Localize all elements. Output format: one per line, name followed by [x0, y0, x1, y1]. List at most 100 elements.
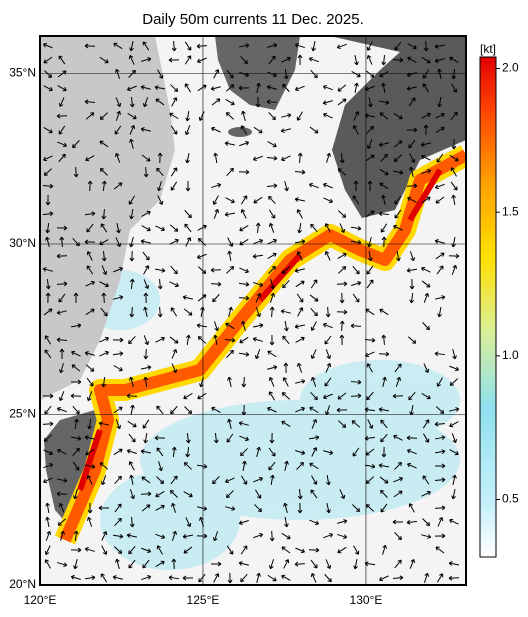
- vector-arrow: [367, 180, 373, 192]
- vector-arrow: [143, 376, 149, 388]
- vector-arrow: [434, 449, 446, 454]
- vector-arrow: [309, 294, 319, 302]
- vector-arrow: [169, 238, 179, 245]
- vector-arrow: [184, 55, 192, 65]
- vector-arrow: [268, 559, 275, 570]
- vector-arrow: [437, 517, 444, 527]
- vector-arrow: [407, 462, 417, 469]
- vector-arrow: [422, 322, 430, 331]
- vector-arrow: [252, 323, 264, 328]
- vector-arrow: [58, 97, 65, 108]
- vector-arrow: [435, 196, 445, 204]
- vector-arrow: [394, 41, 402, 51]
- colorbar-tick-label: 1.5: [502, 204, 519, 218]
- vector-arrow: [422, 83, 430, 93]
- vector-arrow: [84, 99, 96, 105]
- vector-arrow: [240, 209, 247, 219]
- vector-arrow: [185, 446, 191, 458]
- vector-arrow: [421, 393, 431, 400]
- vector-arrow: [184, 209, 192, 219]
- vector-arrow: [408, 139, 416, 149]
- vector-arrow: [126, 533, 137, 538]
- vector-arrow: [155, 504, 165, 511]
- vector-arrow: [296, 111, 303, 121]
- vector-arrow: [73, 292, 79, 304]
- vector-arrow: [171, 97, 178, 107]
- vector-arrow: [170, 405, 178, 415]
- vector-arrow: [226, 433, 234, 443]
- vector-arrow: [99, 168, 108, 176]
- vector-arrow: [409, 278, 415, 290]
- vector-arrow: [268, 55, 276, 65]
- vector-arrow: [435, 126, 445, 134]
- vector-arrow: [157, 195, 164, 205]
- vector-arrow: [379, 182, 389, 190]
- vector-arrow: [128, 559, 136, 569]
- vector-arrow: [87, 180, 93, 192]
- vector-arrow: [128, 55, 135, 65]
- vector-arrow: [238, 169, 250, 175]
- vector-arrow: [324, 573, 332, 583]
- vector-arrow: [129, 250, 135, 262]
- vector-arrow: [409, 292, 415, 304]
- vector-arrow: [294, 85, 305, 92]
- vector-arrow: [309, 126, 319, 134]
- vector-arrow: [240, 448, 248, 457]
- vector-arrow: [156, 476, 165, 485]
- vector-arrow: [114, 68, 121, 79]
- graticule: [40, 36, 466, 585]
- vector-arrow: [43, 56, 53, 64]
- vector-arrow: [58, 125, 66, 135]
- vector-arrow: [395, 250, 401, 262]
- vector-arrow: [113, 42, 123, 50]
- vector-arrow: [140, 239, 151, 244]
- vector-arrow: [115, 237, 122, 247]
- vector-arrow: [155, 490, 165, 498]
- vector-arrow: [129, 41, 134, 52]
- vector-arrow: [44, 349, 52, 359]
- vector-arrow: [73, 559, 78, 570]
- vector-arrow: [72, 461, 80, 471]
- vector-arrow: [255, 222, 261, 234]
- vector-arrow: [378, 463, 390, 469]
- vector-arrow: [283, 362, 289, 374]
- vector-arrow: [86, 475, 93, 485]
- vector-arrow: [84, 575, 96, 581]
- vector-arrow: [198, 573, 206, 583]
- vector-arrow: [42, 211, 54, 217]
- vector-arrow: [86, 251, 93, 261]
- vector-arrow: [129, 96, 135, 108]
- vector-arrow: [434, 505, 446, 511]
- vector-arrow: [129, 516, 135, 528]
- vector-arrow: [252, 155, 263, 162]
- vector-arrow: [322, 393, 333, 400]
- vector-arrow: [297, 222, 303, 234]
- vector-arrow: [367, 250, 373, 262]
- vector-arrow: [99, 112, 109, 120]
- vector-arrow: [130, 404, 135, 415]
- vector-arrow: [226, 266, 235, 274]
- vector-arrow: [253, 126, 263, 134]
- vector-arrow: [85, 308, 95, 316]
- vector-arrow: [393, 112, 403, 120]
- vector-arrow: [379, 575, 389, 582]
- vector-arrow: [434, 435, 446, 440]
- vector-arrow: [380, 223, 388, 233]
- vector-arrow: [72, 140, 80, 149]
- vector-arrow: [422, 419, 430, 429]
- vector-arrow: [169, 489, 178, 498]
- vector-arrow: [238, 85, 250, 91]
- vector-arrow: [434, 58, 445, 63]
- vector-arrow: [170, 125, 178, 135]
- vector-arrow: [406, 72, 417, 77]
- vector-arrow: [225, 84, 235, 92]
- vector-arrow: [154, 435, 166, 441]
- vector-arrow: [322, 84, 333, 91]
- vector-arrow: [240, 475, 248, 485]
- vector-arrow: [378, 407, 390, 412]
- vector-arrow: [297, 502, 303, 514]
- vector-arrow: [366, 139, 373, 150]
- vector-arrow: [311, 418, 318, 429]
- vector-arrow: [352, 447, 360, 457]
- vector-arrow: [380, 489, 388, 498]
